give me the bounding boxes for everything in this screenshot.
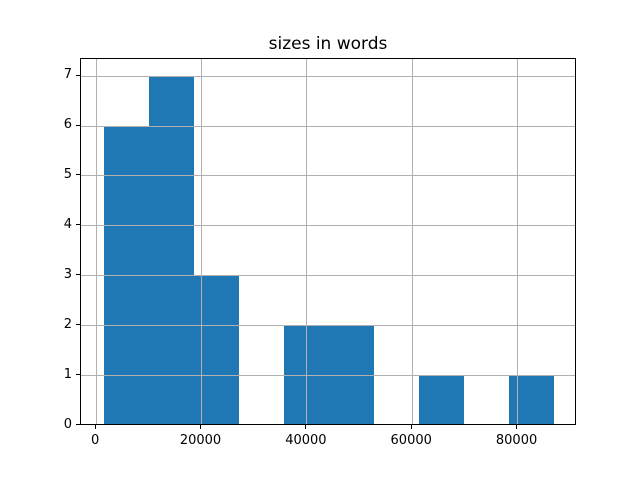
y-tick-mark xyxy=(76,374,80,376)
y-tick-label: 3 xyxy=(63,266,72,282)
y-tick-mark xyxy=(76,74,80,76)
chart-title: sizes in words xyxy=(268,34,388,54)
x-gridline xyxy=(411,58,413,424)
x-tick-mark xyxy=(200,424,202,429)
y-tick-mark xyxy=(76,424,80,426)
x-tick-mark xyxy=(94,424,96,429)
y-gridline xyxy=(81,175,575,177)
x-tick-mark xyxy=(410,424,412,429)
y-tick-mark xyxy=(76,224,80,226)
y-gridline xyxy=(81,325,575,327)
histogram-bar xyxy=(148,76,194,424)
x-gridline xyxy=(201,58,203,424)
y-tick-mark xyxy=(76,324,80,326)
y-tick-label: 0 xyxy=(63,416,72,432)
y-tick-label: 5 xyxy=(63,166,72,182)
y-gridline xyxy=(81,375,575,377)
x-tick-label: 60000 xyxy=(390,432,432,448)
y-tick-label: 4 xyxy=(63,216,72,232)
x-tick-mark xyxy=(516,424,518,429)
x-tick-mark xyxy=(305,424,307,429)
plot-area xyxy=(80,57,576,425)
histogram-bar xyxy=(509,375,555,424)
y-tick-label: 6 xyxy=(63,117,72,132)
y-gridline xyxy=(81,125,575,127)
y-tick-mark xyxy=(76,274,80,276)
x-tick-label: 20000 xyxy=(179,432,222,448)
histogram-bar xyxy=(419,375,465,424)
y-gridline xyxy=(81,225,575,227)
x-tick-label: 40000 xyxy=(285,432,327,448)
y-tick-label: 2 xyxy=(63,316,72,332)
y-gridline xyxy=(81,75,575,77)
x-tick-label: 80000 xyxy=(495,432,538,448)
x-tick-label: 0 xyxy=(91,432,100,448)
y-tick-label: 1 xyxy=(63,366,72,382)
x-gridline xyxy=(95,58,97,424)
histogram-bar xyxy=(329,325,375,424)
y-gridline xyxy=(81,275,575,277)
x-gridline xyxy=(517,58,519,424)
grid-layer xyxy=(81,58,575,424)
y-tick-mark xyxy=(76,124,80,126)
y-tick-mark xyxy=(76,174,80,176)
y-tick-label: 7 xyxy=(63,67,72,83)
x-gridline xyxy=(306,58,308,424)
